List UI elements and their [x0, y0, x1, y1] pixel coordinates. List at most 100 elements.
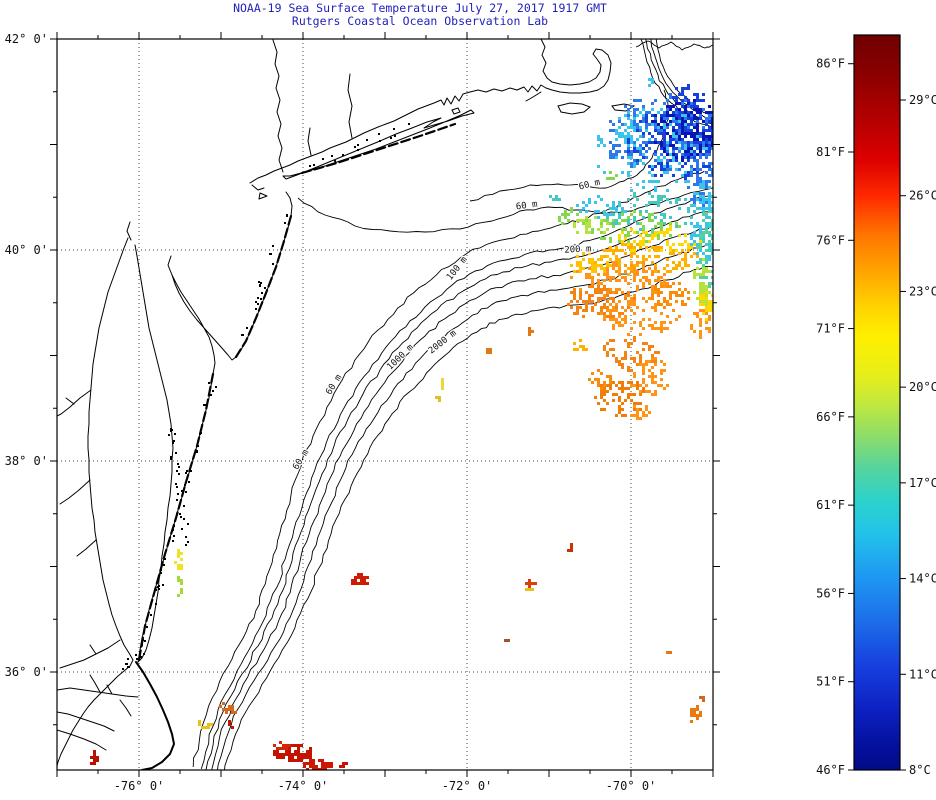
- sst-pixel: [651, 366, 654, 369]
- sst-pixel: [651, 78, 654, 81]
- sst-patch: [570, 252, 612, 273]
- sst-pixel: [615, 288, 618, 291]
- sst-pixel: [684, 258, 687, 261]
- sst-pixel: [648, 78, 651, 81]
- sst-pixel: [636, 384, 639, 387]
- sst-pixel: [684, 180, 687, 183]
- sst-pixel: [684, 132, 687, 135]
- sst-pixel: [666, 300, 669, 303]
- sst-pixel: [705, 117, 708, 120]
- sst-pixel: [699, 141, 702, 144]
- sst-pixel: [663, 132, 666, 135]
- sst-pixel: [600, 231, 603, 234]
- sst-pixel: [486, 348, 489, 351]
- sst-pixel: [627, 333, 630, 336]
- sst-pixel: [681, 141, 684, 144]
- sst-pixel: [576, 306, 579, 309]
- sst-pixel: [624, 279, 627, 282]
- sst-pixel: [645, 363, 648, 366]
- sst-pixel: [612, 339, 615, 342]
- sst-pixel: [624, 105, 627, 108]
- sst-pixel: [555, 198, 558, 201]
- sst-pixel: [345, 762, 348, 765]
- coastline-long-island: [282, 109, 475, 180]
- sst-pixel: [672, 282, 675, 285]
- sst-pixel: [585, 210, 588, 213]
- sst-pixel: [639, 354, 642, 357]
- sst-pixel: [699, 186, 702, 189]
- sst-pixel: [702, 207, 705, 210]
- marsh-speckle: [176, 499, 178, 501]
- sst-pixel: [603, 285, 606, 288]
- sst-pixel: [666, 162, 669, 165]
- sst-pixel: [684, 303, 687, 306]
- sst-pixel: [687, 99, 690, 102]
- sst-pixel: [618, 144, 621, 147]
- sst-pixel: [642, 261, 645, 264]
- sst-pixel: [579, 288, 582, 291]
- sst-pixel: [696, 96, 699, 99]
- sst-pixel: [360, 576, 363, 579]
- sst-pixel: [648, 318, 651, 321]
- sst-pixel: [702, 276, 705, 279]
- sst-pixel: [639, 210, 642, 213]
- sst-pixel: [642, 105, 645, 108]
- sst-pixel: [657, 159, 660, 162]
- sst-pixel: [609, 375, 612, 378]
- contour-depth-label: 200 m: [564, 244, 592, 255]
- colorbar-label-c: 17°C: [909, 476, 936, 490]
- sst-pixel: [660, 312, 663, 315]
- sst-pixel: [606, 354, 609, 357]
- sst-pixel: [699, 234, 702, 237]
- sst-pixel: [93, 750, 96, 753]
- sst-pixel: [612, 219, 615, 222]
- sst-pixel: [672, 249, 675, 252]
- nj-barrier-islands: [234, 214, 293, 359]
- sst-pixel: [645, 126, 648, 129]
- sst-pixel: [678, 114, 681, 117]
- sst-pixel: [591, 267, 594, 270]
- sst-pixel: [699, 144, 702, 147]
- sst-pixel: [699, 282, 702, 285]
- sst-pixel: [612, 207, 615, 210]
- sst-pixel: [681, 174, 684, 177]
- sst-pixel: [696, 180, 699, 183]
- sst-pixel: [705, 207, 708, 210]
- sst-pixel: [681, 114, 684, 117]
- sst-pixel: [657, 198, 660, 201]
- sst-pixel: [657, 288, 660, 291]
- sst-pixel: [309, 759, 312, 762]
- sst-pixel: [693, 114, 696, 117]
- x-tick-label: -70° 0': [606, 779, 657, 793]
- sst-pixel: [618, 279, 621, 282]
- sst-pixel: [642, 240, 645, 243]
- sst-pixel: [708, 204, 711, 207]
- sst-pixel: [714, 135, 717, 138]
- sst-pixel: [594, 378, 597, 381]
- sst-pixel: [645, 246, 648, 249]
- sst-pixel: [603, 393, 606, 396]
- marsh-speckle: [185, 472, 187, 474]
- sst-pixel: [672, 96, 675, 99]
- sst-pixel: [672, 261, 675, 264]
- sst-pixel: [711, 123, 713, 126]
- sst-pixel: [528, 327, 531, 330]
- sst-pixel: [603, 237, 606, 240]
- sst-pixel: [681, 90, 684, 93]
- sst-pixel: [699, 228, 702, 231]
- colorbar: [853, 34, 901, 771]
- sst-pixel: [651, 393, 654, 396]
- sst-pixel: [648, 216, 651, 219]
- sst-pixel: [681, 93, 684, 96]
- sst-pixel: [609, 249, 612, 252]
- sst-pixel: [705, 153, 708, 156]
- sst-pixel: [297, 756, 300, 759]
- sst-pixel: [630, 399, 633, 402]
- sst-pixel: [642, 318, 645, 321]
- marsh-speckle: [210, 394, 212, 396]
- sst-pixel: [624, 123, 627, 126]
- sst-pixel: [708, 270, 711, 273]
- sst-pixel: [609, 315, 612, 318]
- sst-pixel: [639, 417, 642, 420]
- sst-pixel: [699, 177, 702, 180]
